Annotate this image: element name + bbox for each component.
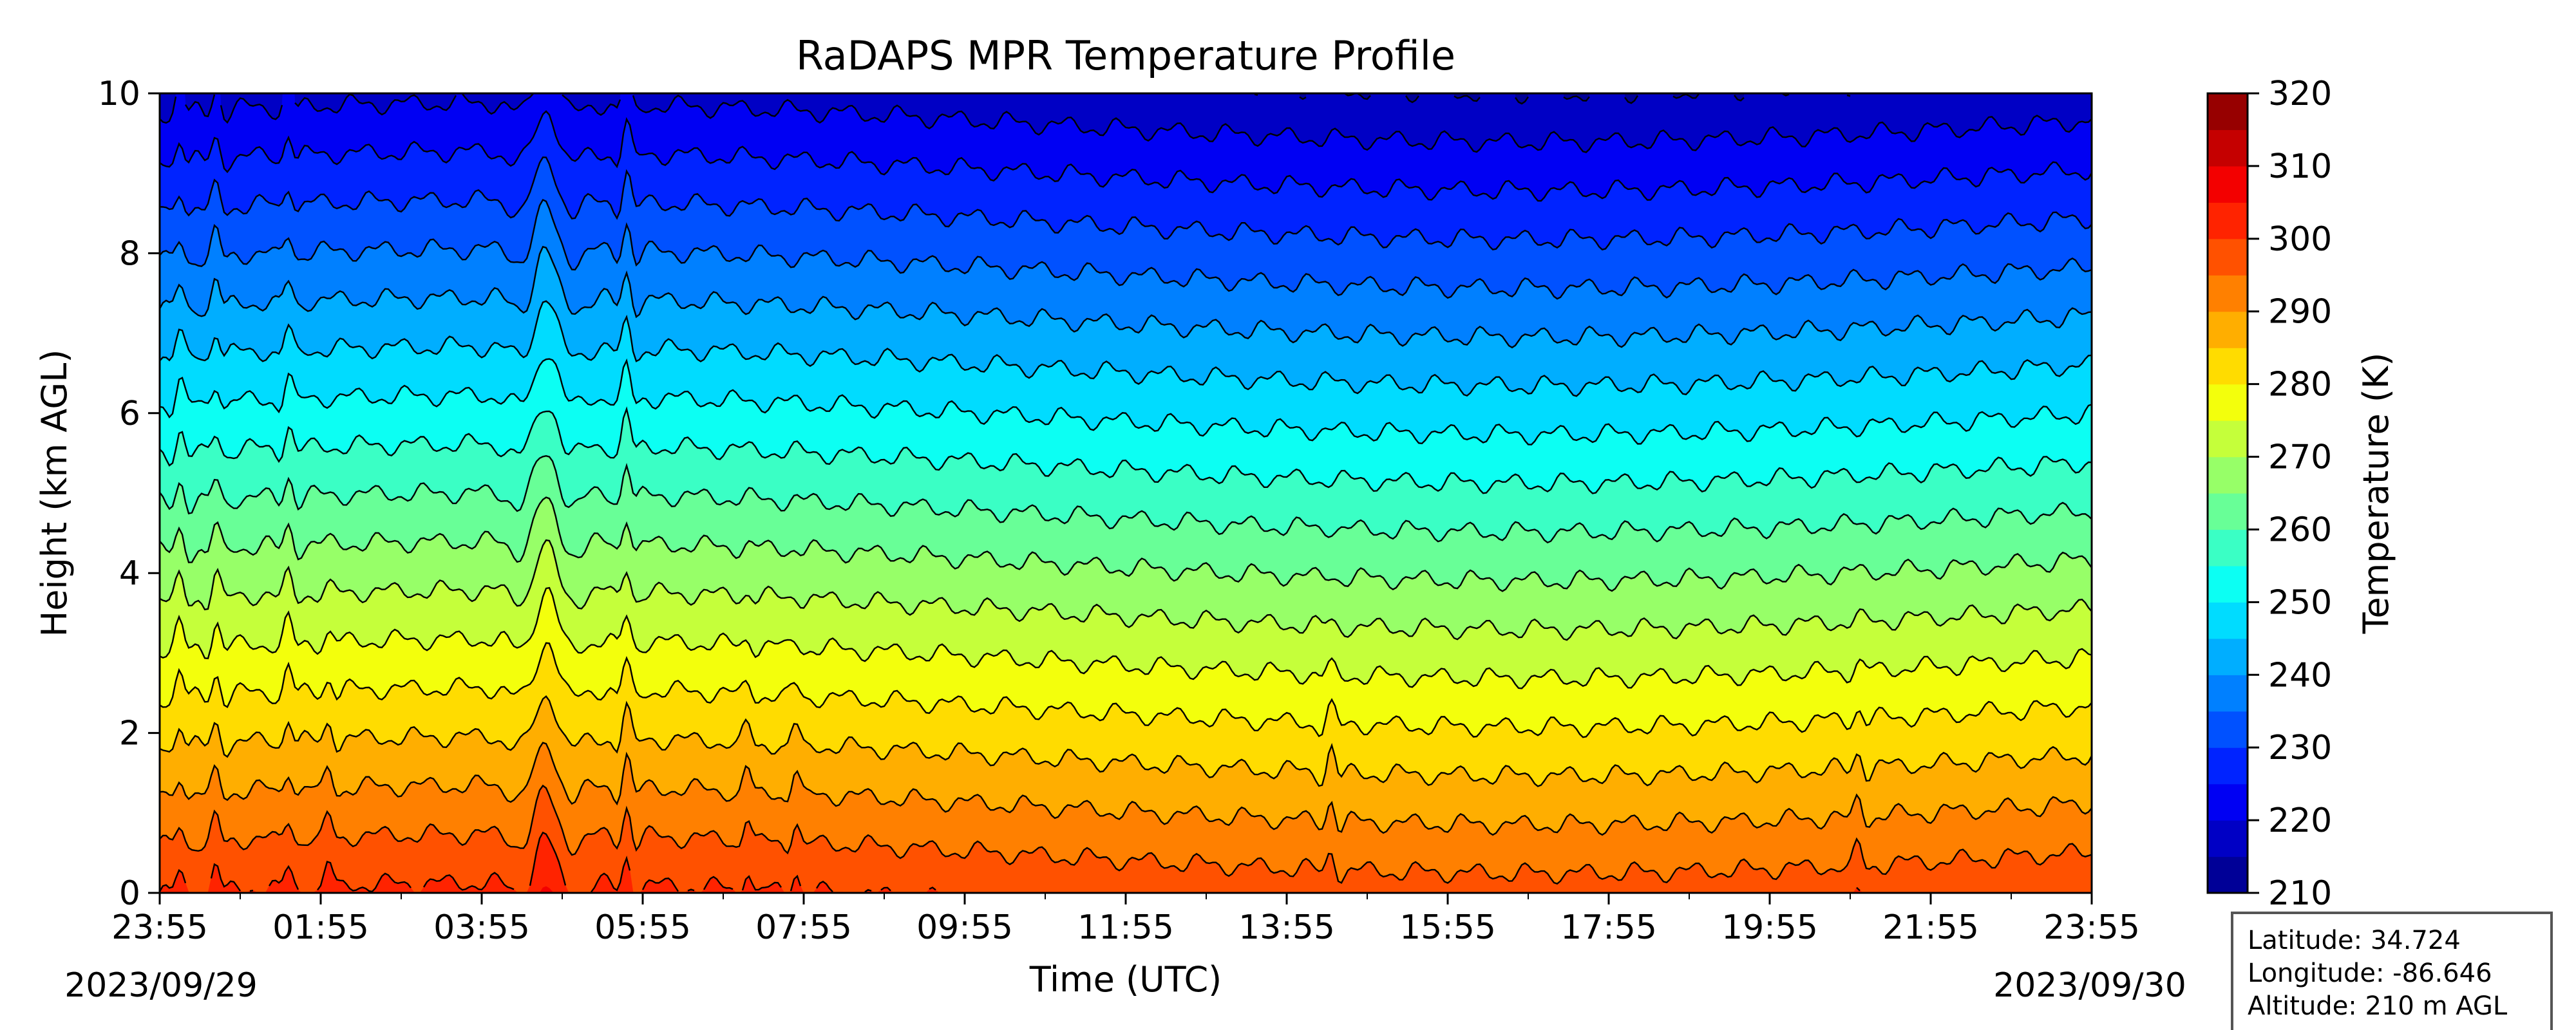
colorbar-segment (2208, 165, 2248, 203)
colorbar-tick-label: 270 (2268, 438, 2332, 477)
colorbar-label: Temperature (K) (2356, 353, 2396, 635)
colorbar-segment (2208, 348, 2248, 385)
y-axis: 0 2 4 6 8 10 (98, 75, 160, 913)
colorbar-tick-label: 310 (2268, 147, 2332, 186)
colorbar-segment (2208, 384, 2248, 421)
colorbar-segment (2208, 93, 2248, 131)
longitude-text: Longitude: -86.646 (2248, 959, 2492, 988)
colorbar-segment (2208, 820, 2248, 857)
x-tick-label: 13:55 (1238, 908, 1335, 947)
contour-line-270 (160, 539, 2092, 641)
colorbar-tick-label: 240 (2268, 656, 2332, 695)
colorbar-segment (2208, 129, 2248, 167)
x-tick-label: 11:55 (1077, 908, 1174, 947)
x-tick-label: 01:55 (272, 908, 369, 947)
colorbar-tick-label: 280 (2268, 366, 2332, 404)
contour-line-245 (160, 300, 2092, 397)
colorbar-tick-label: 290 (2268, 293, 2332, 332)
contour-line-225 (160, 110, 2092, 202)
contour-line-260 (160, 454, 2092, 544)
contour-line-255 (160, 406, 2092, 494)
colorbar-frame (2206, 92, 2249, 894)
colorbar-segment (2208, 675, 2248, 712)
x-tick-label: 19:55 (1721, 908, 1818, 947)
colorbar-segment (2208, 711, 2248, 748)
altitude-text: Altitude: 210 m AGL (2248, 991, 2508, 1021)
colorbar-tick-label: 230 (2268, 729, 2332, 767)
colorbar-tick-label: 220 (2268, 801, 2332, 840)
contour-line-290 (160, 742, 2092, 836)
temperature-band-300 (160, 832, 2092, 893)
y-axis-label: Height (km AGL) (34, 350, 75, 637)
temperature-fill (160, 93, 2092, 893)
x-tick-label: 23:55 (111, 908, 208, 947)
colorbar-tick-label: 300 (2268, 220, 2332, 259)
x-tick-label: 21:55 (1882, 908, 1979, 947)
colorbar-segment (2208, 783, 2248, 821)
contour-line-285 (160, 695, 2092, 787)
x-axis-label: Time (UTC) (1029, 959, 1222, 1000)
colorbar-segment (2208, 565, 2248, 603)
colorbar-segment (2208, 202, 2248, 239)
colorbar-segment (2208, 456, 2248, 494)
y-tick-label: 10 (98, 75, 140, 113)
x-tick-label: 23:55 (2043, 908, 2140, 947)
colorbar-segment (2208, 602, 2248, 639)
colorbar: 210 220 230 240 250 260 270 280 290 300 310 320 (2206, 75, 2332, 913)
latitude-text: Latitude: 34.724 (2248, 926, 2461, 955)
colorbar-segment (2208, 311, 2248, 348)
contour-line-265 (160, 496, 2092, 592)
date-start-label: 2023/09/29 (64, 966, 258, 1005)
station-info-box: Latitude: 34.724 Longitude: -86.646 Alti… (2231, 912, 2553, 1030)
contour-line-220 (160, 93, 2092, 153)
plot-area (160, 93, 2092, 893)
chart-title: RaDAPS MPR Temperature Profile (796, 32, 1455, 79)
x-tick-label: 15:55 (1399, 908, 1496, 947)
temperature-band-210 (1193, 93, 1851, 104)
contour-line-300 (160, 831, 1861, 893)
x-tick-label: 09:55 (916, 908, 1013, 947)
info-box-frame (2231, 912, 2553, 1030)
x-tick-label: 05:55 (594, 908, 691, 947)
colorbar-tick-label: 320 (2268, 75, 2332, 113)
colorbar-segment (2208, 238, 2248, 276)
y-tick-label: 2 (119, 715, 140, 753)
colorbar-tick-label: 260 (2268, 510, 2332, 549)
colorbar-segment (2208, 747, 2248, 785)
temperature-band-305 (160, 886, 2092, 893)
colorbar-segment (2208, 856, 2248, 894)
contour-line-280 (160, 642, 2092, 738)
x-tick-label: 17:55 (1560, 908, 1657, 947)
date-end-label: 2023/09/30 (1993, 966, 2186, 1005)
x-axis: 23:55 01:55 03:55 05:55 07:55 09:55 11:55 13:55… (111, 893, 2140, 947)
contour-line-230 (160, 156, 2092, 251)
contour-lines (160, 93, 2092, 893)
y-tick-label: 4 (119, 554, 140, 593)
colorbar-segment (2208, 275, 2248, 312)
contour-line-240 (160, 245, 2092, 349)
y-tick-label: 0 (119, 874, 140, 913)
y-tick-label: 6 (119, 395, 140, 433)
colorbar-tick-label: 210 (2268, 874, 2332, 913)
colorbar-segment (2208, 420, 2248, 458)
y-tick-label: 8 (119, 234, 140, 273)
contour-line-295 (160, 784, 2092, 885)
colorbar-tick-label: 250 (2268, 583, 2332, 622)
contour-line-235 (160, 198, 2092, 300)
contour-line-275 (160, 586, 2092, 689)
colorbar-segment (2208, 638, 2248, 675)
x-tick-label: 03:55 (433, 908, 530, 947)
colorbar-segment (2208, 529, 2248, 566)
x-tick-label: 07:55 (755, 908, 852, 947)
colorbar-segment (2208, 493, 2248, 530)
contour-line-250 (160, 358, 2092, 445)
